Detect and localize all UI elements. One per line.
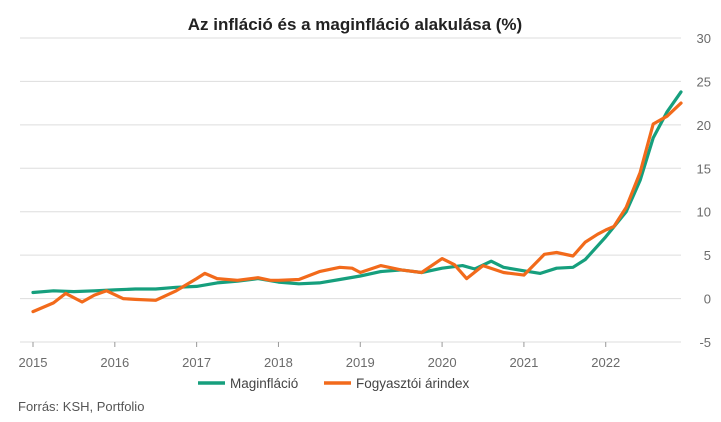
y-tick-label: -5 <box>699 335 711 350</box>
x-tick-label: 2017 <box>182 355 211 370</box>
x-axis: 2015 2016 2017 2018 2019 2020 2021 2022 <box>19 342 620 370</box>
source-note: Forrás: KSH, Portfolio <box>18 399 144 414</box>
legend-label-fogyasztoi-arindex: Fogyasztói árindex <box>356 376 470 391</box>
series-line-0 <box>31 90 683 295</box>
legend-label-maginflacio: Maginfláció <box>230 376 298 391</box>
x-tick-label: 2022 <box>591 355 620 370</box>
legend: Maginfláció Fogyasztói árindex <box>198 376 470 391</box>
x-tick-label: 2019 <box>346 355 375 370</box>
x-tick-label: 2021 <box>509 355 538 370</box>
y-axis: 30 25 20 15 10 5 0 -5 <box>697 31 711 350</box>
series-lines <box>31 90 683 314</box>
series-line-1 <box>31 101 683 314</box>
y-tick-label: 15 <box>697 161 711 176</box>
x-tick-label: 2018 <box>264 355 293 370</box>
x-tick-label: 2015 <box>19 355 48 370</box>
y-tick-label: 10 <box>697 205 711 220</box>
y-tick-label: 0 <box>704 292 711 307</box>
x-tick-label: 2016 <box>100 355 129 370</box>
y-tick-label: 20 <box>697 118 711 133</box>
chart-title: Az infláció és a maginfláció alakulása (… <box>188 15 522 34</box>
y-tick-label: 25 <box>697 74 711 89</box>
y-tick-label: 5 <box>704 248 711 263</box>
y-tick-label: 30 <box>697 31 711 46</box>
x-tick-label: 2020 <box>428 355 457 370</box>
